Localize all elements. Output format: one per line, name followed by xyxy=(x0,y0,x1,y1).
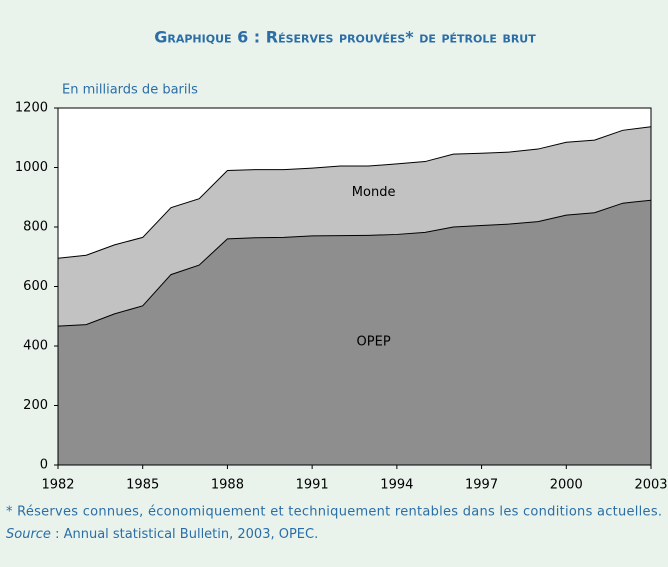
y-tick-label: 0 xyxy=(40,458,48,473)
area xyxy=(58,200,651,465)
x-tick-label: 1985 xyxy=(126,478,159,493)
y-tick-label: 1000 xyxy=(15,160,48,175)
source-label: Source xyxy=(6,527,51,542)
area-edge xyxy=(57,199,652,327)
x-tick-label: 1982 xyxy=(41,478,74,493)
y-axis-label: En milliards de barils xyxy=(62,83,198,98)
x-tick-label: 2003 xyxy=(634,478,667,493)
area-edge xyxy=(57,126,652,259)
chart-title: Graphique 6 : Réserves prouvées* de pétr… xyxy=(154,28,536,47)
x-tick-label: 1997 xyxy=(465,478,498,493)
y-tick-label: 800 xyxy=(23,220,48,235)
x-tick-label: 1988 xyxy=(211,478,244,493)
y-tick-label: 200 xyxy=(23,398,48,413)
x-tick-label: 2000 xyxy=(550,478,583,493)
footnote: * Réserves connues, économiquement et te… xyxy=(6,505,662,520)
series-label: Monde xyxy=(352,185,396,200)
x-tick-label: 1994 xyxy=(380,478,413,493)
y-tick-label: 400 xyxy=(23,339,48,354)
source: Source : Annual statistical Bulletin, 20… xyxy=(6,527,318,542)
x-tick-label: 1991 xyxy=(296,478,329,493)
y-tick-label: 600 xyxy=(23,279,48,294)
series-label: OPEP xyxy=(357,335,391,350)
source-text: : Annual statistical Bulletin, 2003, OPE… xyxy=(55,527,318,542)
y-tick-label: 1200 xyxy=(15,101,48,116)
